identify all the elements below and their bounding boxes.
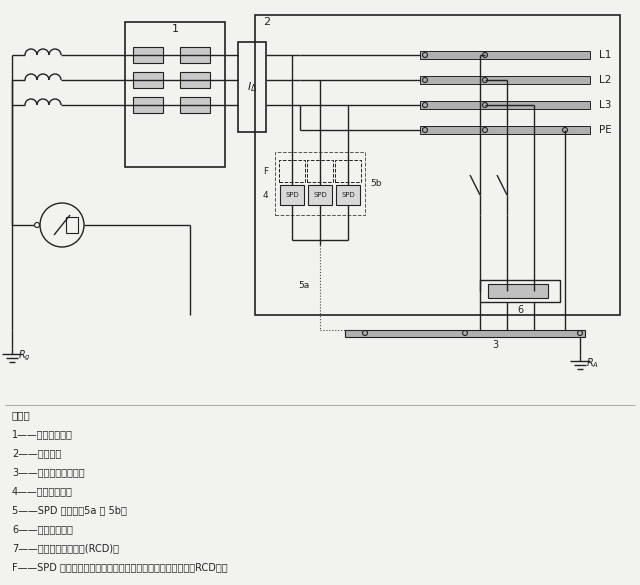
Text: $I_\Delta$: $I_\Delta$ (247, 80, 257, 94)
Text: 5b: 5b (370, 178, 381, 188)
Bar (275, 152, 365, 215)
Text: $R_A$: $R_A$ (586, 356, 599, 370)
Bar (279, 160, 305, 182)
Text: 6: 6 (517, 305, 523, 315)
Text: SPD: SPD (313, 192, 327, 198)
Text: 2: 2 (263, 17, 270, 27)
Text: 说明：: 说明： (12, 410, 31, 420)
Bar (420, 76, 590, 84)
Text: F——SPD 制造厂要求装设的保护器（例如：熔断器，断路器，RCD）；: F——SPD 制造厂要求装设的保护器（例如：熔断器，断路器，RCD）； (12, 562, 228, 572)
Text: L1: L1 (599, 50, 611, 60)
Text: $R_g$: $R_g$ (18, 349, 31, 363)
Bar (420, 126, 590, 134)
Bar (255, 15, 620, 315)
Bar (308, 185, 332, 205)
Bar (280, 185, 304, 205)
Text: L2: L2 (599, 75, 611, 85)
Bar (420, 101, 590, 109)
Text: 4——电涌保护器；: 4——电涌保护器； (12, 486, 73, 496)
Bar (180, 72, 210, 88)
Text: 5——SPD 的接地，5a 或 5b；: 5——SPD 的接地，5a 或 5b； (12, 505, 127, 515)
Text: 1——装置的电源；: 1——装置的电源； (12, 429, 73, 439)
Bar (345, 330, 585, 337)
Text: 1: 1 (172, 24, 179, 34)
Text: 7——剩余电流保护装置(RCD)；: 7——剩余电流保护装置(RCD)； (12, 543, 119, 553)
Bar (336, 185, 360, 205)
Bar (125, 22, 225, 167)
Bar (420, 51, 590, 59)
Text: SPD: SPD (341, 192, 355, 198)
Bar (480, 280, 560, 302)
Bar (307, 160, 333, 182)
Text: 5a: 5a (299, 280, 310, 290)
Text: 6——被保护设备；: 6——被保护设备； (12, 524, 73, 534)
Text: PE: PE (598, 125, 611, 135)
Bar (488, 284, 548, 298)
Bar (133, 47, 163, 63)
Bar (66, 217, 78, 233)
Text: 3: 3 (492, 340, 498, 350)
Bar (180, 97, 210, 113)
Bar (180, 47, 210, 63)
Text: SPD: SPD (285, 192, 299, 198)
Bar (133, 72, 163, 88)
Bar (238, 42, 266, 132)
Bar (335, 160, 361, 182)
Text: 3——总接地端子或排；: 3——总接地端子或排； (12, 467, 84, 477)
Text: 4: 4 (262, 191, 268, 199)
Bar (133, 97, 163, 113)
Text: F: F (263, 167, 268, 176)
Text: L3: L3 (599, 100, 611, 110)
Text: 2——配电盘；: 2——配电盘； (12, 448, 61, 458)
